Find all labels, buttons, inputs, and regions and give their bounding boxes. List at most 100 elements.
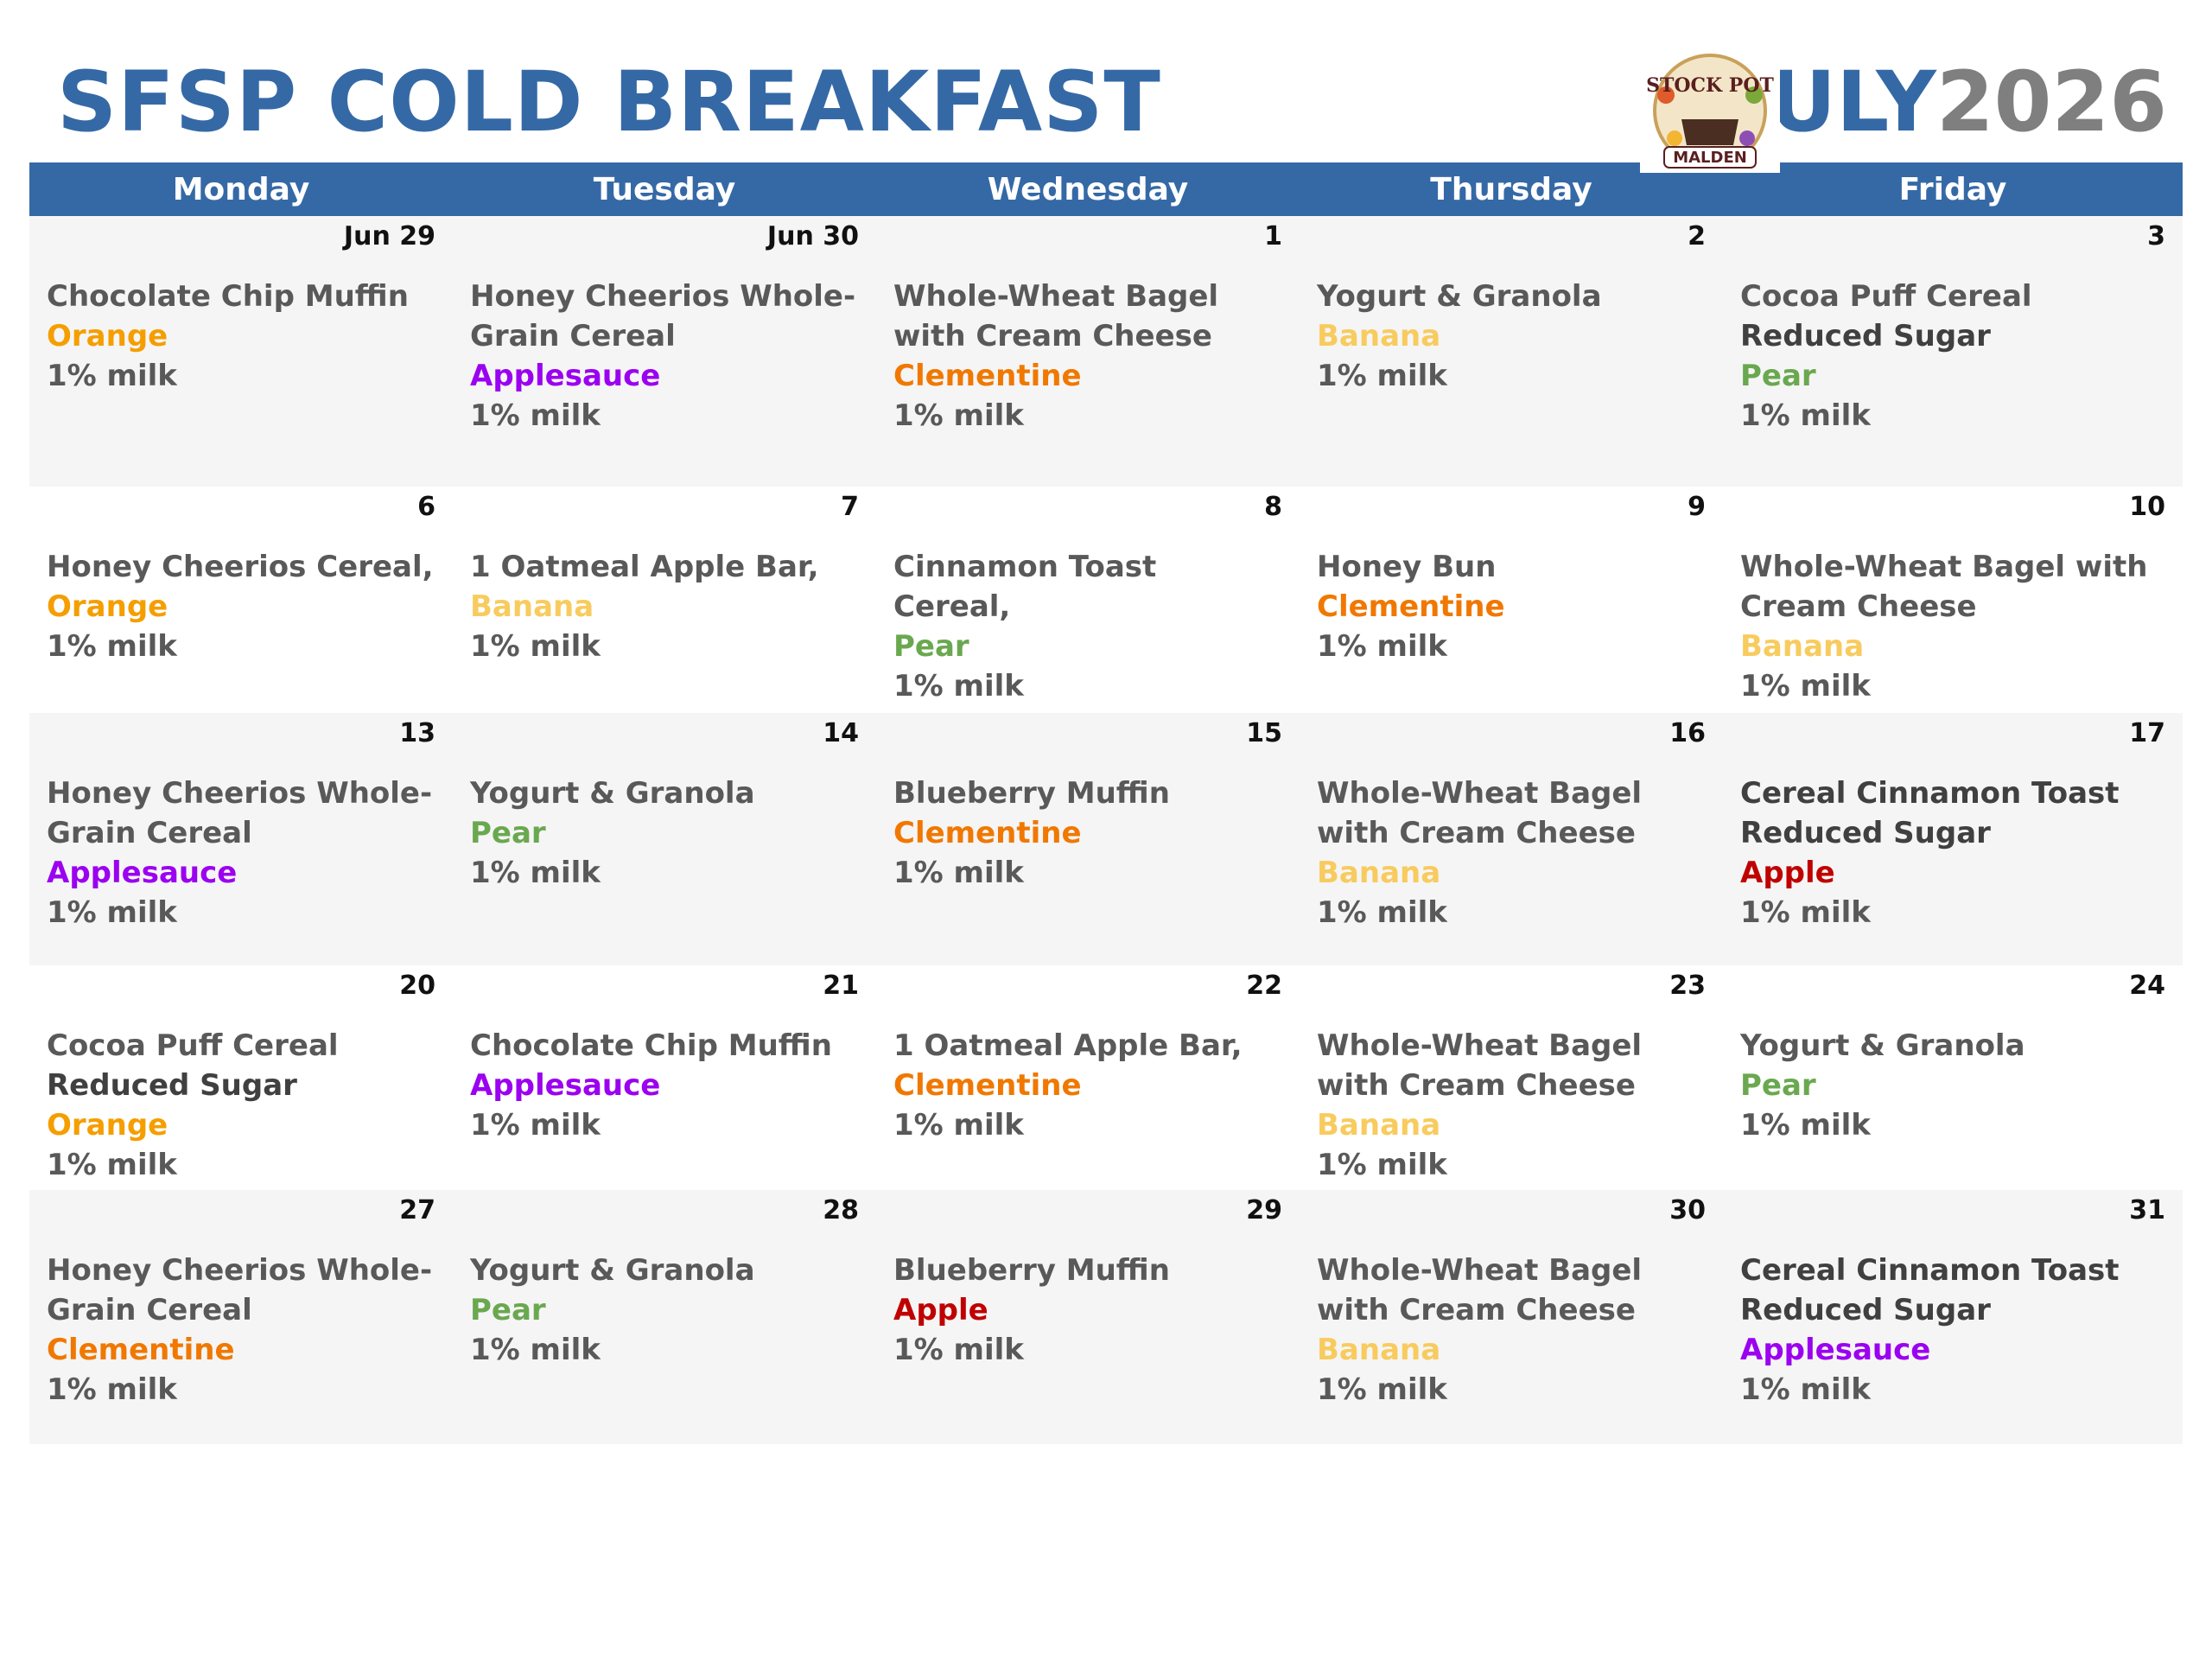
day-cell: 15 Blueberry Muffin Clementine 1% milk	[876, 713, 1300, 965]
date: 27	[399, 1195, 435, 1225]
menu-item: Yogurt & Granola	[1317, 279, 1602, 314]
menu-item: Honey Cheerios Whole-Grain Cereal	[47, 776, 433, 850]
year: 2026	[1936, 54, 2167, 150]
menu-item: Pear	[1740, 1068, 1816, 1103]
date: 30	[1669, 1195, 1706, 1225]
date: 13	[399, 718, 435, 748]
menu-item: Pear	[893, 629, 969, 664]
menu-item: Honey Cheerios Cereal,	[47, 550, 434, 584]
menu-item: Banana	[1317, 1108, 1441, 1143]
date: 17	[2129, 718, 2165, 748]
menu-item: Orange	[47, 589, 168, 624]
date: 14	[823, 718, 859, 748]
menu-item: Honey Cheerios Whole-Grain Cereal	[470, 279, 856, 353]
menu-item: 1% milk	[1740, 398, 1871, 433]
menu-item: Chocolate Chip Muffin	[470, 1028, 832, 1063]
menu-item: Clementine	[893, 1068, 1082, 1103]
menu-item: Clementine	[47, 1333, 235, 1367]
menu-item: Reduced Sugar	[1740, 319, 1991, 353]
weekday: Thursday	[1430, 172, 1592, 207]
menu-item: 1 Oatmeal Apple Bar,	[893, 1028, 1243, 1063]
date: 21	[823, 971, 859, 1001]
date: Jun 30	[766, 221, 859, 251]
menu-item: Cocoa Puff Cereal	[1740, 279, 2032, 314]
menu-item: Banana	[1317, 319, 1441, 353]
menu-item: 1% milk	[47, 359, 177, 393]
menu-item: Blueberry Muffin	[893, 776, 1170, 811]
menu-item: 1% milk	[47, 1372, 177, 1407]
day-cell: Jun 29 Chocolate Chip Muffin Orange 1% milk	[29, 216, 453, 487]
menu-item: Pear	[470, 816, 546, 850]
logo-text: MALDEN	[1673, 149, 1747, 167]
day-cell: 21 Chocolate Chip Muffin Applesauce 1% milk	[453, 965, 876, 1190]
menu-item: 1% milk	[1740, 669, 1871, 703]
menu-item: Honey Cheerios Whole-Grain Cereal	[47, 1253, 433, 1327]
menu-item: Yogurt & Granola	[1740, 1028, 2025, 1063]
menu-item: Applesauce	[470, 1068, 661, 1103]
menu-item: Banana	[470, 589, 594, 624]
date: 6	[417, 492, 435, 522]
logo: STOCK POT MALDEN	[1640, 52, 1780, 173]
menu-item: Cinnamon Toast Cereal,	[893, 550, 1157, 624]
menu-item: 1% milk	[1317, 895, 1447, 930]
day-cell: 9 Honey Bun Clementine 1% milk	[1300, 487, 1723, 713]
title: SFSP COLD BREAKFAST	[57, 54, 1161, 150]
day-cell: 29 Blueberry Muffin Apple 1% milk	[876, 1190, 1300, 1444]
day-cell: 17 Cereal Cinnamon Toast Reduced Sugar Appl…	[1723, 713, 2183, 965]
day-cell: 20 Cocoa Puff Cereal Reduced Sugar Orange 1%…	[29, 965, 453, 1190]
menu-item: 1% milk	[1317, 359, 1447, 393]
menu-item: Pear	[470, 1293, 546, 1327]
menu-item: Reduced Sugar	[1740, 1293, 1991, 1327]
weekday: Wednesday	[987, 172, 1189, 207]
menu-item: Clementine	[893, 359, 1082, 393]
menu-item: Applesauce	[47, 856, 238, 890]
weekday: Monday	[172, 172, 310, 207]
date: 28	[823, 1195, 859, 1225]
day-cell: 10 Whole-Wheat Bagel with Cream Cheese Ban…	[1723, 487, 2183, 713]
day-cell: 8 Cinnamon Toast Cereal, Pear 1% milk	[876, 487, 1300, 713]
menu-item: Whole-Wheat Bagel with Cream Cheese	[1317, 1028, 1643, 1103]
menu-item: Honey Bun	[1317, 550, 1497, 584]
menu-item: Cereal Cinnamon Toast	[1740, 776, 2120, 811]
menu-item: Banana	[1317, 1333, 1441, 1367]
day-cell: 16 Whole-Wheat Bagel with Cream Cheese Ban…	[1300, 713, 1723, 965]
calendar-grid: Jun 29 Chocolate Chip Muffin Orange 1% milk…	[29, 216, 2183, 1444]
menu-item: Reduced Sugar	[47, 1068, 297, 1103]
menu-item: Yogurt & Granola	[470, 776, 755, 811]
menu-item: Clementine	[1317, 589, 1505, 624]
menu-item: Applesauce	[470, 359, 661, 393]
menu-item: Whole-Wheat Bagel with Cream Cheese	[1317, 776, 1643, 850]
day-cell: 22 1 Oatmeal Apple Bar, Clementine 1% milk	[876, 965, 1300, 1190]
weekday: Friday	[1898, 172, 2007, 207]
day-cell: 13 Honey Cheerios Whole-Grain Cereal Apple…	[29, 713, 453, 965]
menu-item: 1 Oatmeal Apple Bar,	[470, 550, 819, 584]
menu-item: Whole-Wheat Bagel with Cream Cheese	[1317, 1253, 1643, 1327]
menu-item: 1% milk	[893, 1108, 1024, 1143]
menu-item: Clementine	[893, 816, 1082, 850]
menu-item: 1% milk	[470, 856, 601, 890]
menu-item: 1% milk	[470, 398, 601, 433]
date: 2	[1688, 221, 1706, 251]
menu-item: 1% milk	[1317, 1148, 1447, 1182]
menu-item: Whole-Wheat Bagel with Cream Cheese	[893, 279, 1219, 353]
menu-item: 1% milk	[1317, 1372, 1447, 1407]
day-cell: 14 Yogurt & Granola Pear 1% milk	[453, 713, 876, 965]
menu-item: Banana	[1317, 856, 1441, 890]
date: 10	[2129, 492, 2165, 522]
date: 20	[399, 971, 435, 1001]
weekday: Tuesday	[593, 172, 736, 207]
menu-item: 1% milk	[1740, 1372, 1871, 1407]
day-cell: 27 Honey Cheerios Whole-Grain Cereal Cleme…	[29, 1190, 453, 1444]
day-cell: 28 Yogurt & Granola Pear 1% milk	[453, 1190, 876, 1444]
date: Jun 29	[343, 221, 435, 251]
menu-item: Cocoa Puff Cereal	[47, 1028, 339, 1063]
date: 24	[2129, 971, 2165, 1001]
weekday-header: Monday Tuesday Wednesday Thursday Friday	[29, 162, 2183, 216]
menu-item: Blueberry Muffin	[893, 1253, 1170, 1288]
menu-item: Applesauce	[1740, 1333, 1931, 1367]
menu-item: Reduced Sugar	[1740, 816, 1991, 850]
day-cell: 7 1 Oatmeal Apple Bar, Banana 1% milk	[453, 487, 876, 713]
menu-item: 1% milk	[893, 856, 1024, 890]
day-cell: Jun 30 Honey Cheerios Whole-Grain Cereal A…	[453, 216, 876, 487]
day-cell: 6 Honey Cheerios Cereal, Orange 1% milk	[29, 487, 453, 713]
